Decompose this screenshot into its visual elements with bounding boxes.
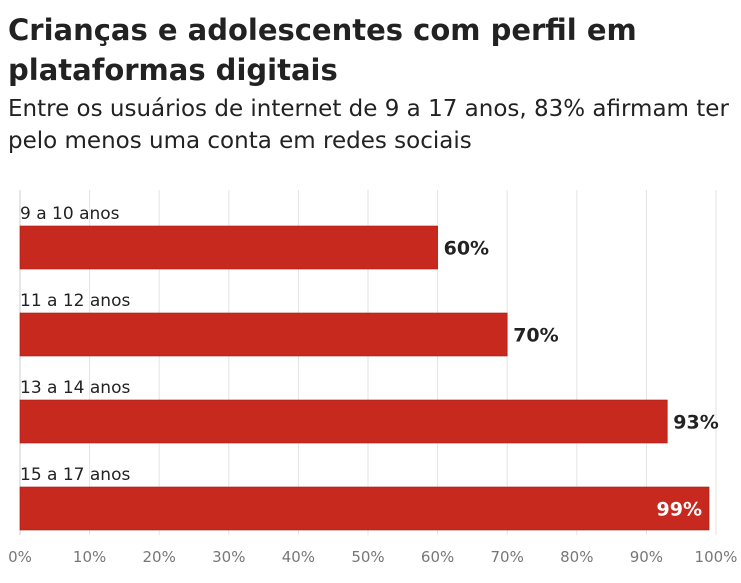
x-tick-label: 80% — [560, 548, 593, 566]
bar — [19, 312, 508, 357]
bar — [19, 225, 438, 270]
chart-subtitle: Entre os usuários de internet de 9 a 17 … — [8, 96, 729, 154]
bar — [19, 486, 710, 531]
bar — [19, 399, 668, 444]
x-tick-label: 10% — [73, 548, 106, 566]
x-tick-label: 100% — [695, 548, 738, 566]
bars: 9 a 10 anos 60% 11 a 12 anos 70% 13 a 14 ano… — [19, 204, 719, 531]
x-tick-label: 90% — [630, 548, 663, 566]
x-tick-label: 70% — [491, 548, 524, 566]
category-label: 9 a 10 anos — [20, 204, 120, 224]
bar-chart: 9 a 10 anos 60% 11 a 12 anos 70% 13 a 14 ano… — [8, 190, 737, 566]
x-tick-label: 20% — [143, 548, 176, 566]
category-label: 13 a 14 anos — [20, 378, 130, 398]
category-label: 15 a 17 anos — [20, 465, 130, 485]
chart-title: Crianças e adolescentes com perfil em pl… — [8, 13, 637, 87]
x-tick-label: 50% — [351, 548, 384, 566]
category-label: 11 a 12 anos — [20, 291, 130, 311]
x-tick-label: 40% — [282, 548, 315, 566]
value-label: 70% — [513, 325, 558, 347]
x-tick-label: 0% — [8, 548, 32, 566]
x-tick-label: 30% — [212, 548, 245, 566]
x-tick-label: 60% — [421, 548, 454, 566]
value-label: 60% — [444, 238, 489, 260]
x-axis: 0% 10% 20% 30% 40% 50% 60% 70% 80% 90% 100% — [8, 548, 737, 566]
value-label: 93% — [673, 412, 718, 434]
value-label: 99% — [657, 499, 702, 521]
